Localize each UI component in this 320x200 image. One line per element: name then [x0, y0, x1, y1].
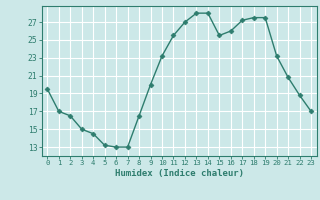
X-axis label: Humidex (Indice chaleur): Humidex (Indice chaleur) — [115, 169, 244, 178]
